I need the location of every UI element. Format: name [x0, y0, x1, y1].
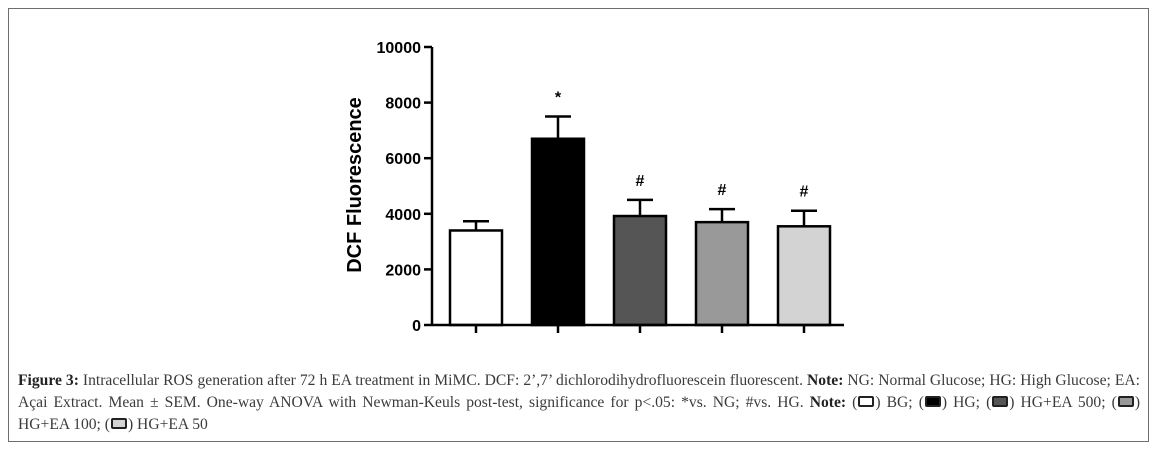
significance-marker: #	[800, 184, 809, 201]
key-item-bg: () BG;	[852, 394, 919, 411]
key-swatch-hgea500	[992, 396, 1009, 407]
key-item-hgea500: () HG+EA 500;	[986, 394, 1112, 411]
y-axis: 0 2000 4000 6000 8000 10000	[377, 40, 434, 335]
legend-key: () BG; () HG; () HG+EA 500; () HG+EA 100…	[18, 394, 1140, 433]
significance-marker: #	[718, 182, 727, 199]
note-label-2: Note:	[809, 394, 847, 411]
y-tick-label: 4000	[385, 207, 421, 224]
bar-4	[776, 225, 832, 327]
figure-frame	[8, 8, 1149, 442]
key-item-hgea100: () HG+EA 100;	[18, 394, 1141, 433]
y-tick-label: 8000	[385, 96, 421, 113]
key-swatch-hgea100	[1117, 396, 1134, 407]
x-axis	[432, 323, 844, 333]
note-label: Note:	[807, 372, 844, 389]
bars-group: * # # #	[448, 90, 832, 327]
y-axis-label: DCF Fluorescence	[344, 97, 366, 273]
key-swatch-bg	[858, 396, 875, 407]
key-swatch-hg	[924, 396, 941, 407]
y-tick-label: 6000	[385, 151, 421, 168]
figure-caption: Figure 3: Intracellular ROS generation a…	[18, 370, 1140, 436]
caption-text-1: Intracellular ROS generation after 72 h …	[78, 372, 808, 389]
bar-2	[612, 214, 668, 327]
key-item-hgea50: () HG+EA 50	[104, 416, 208, 433]
y-tick-label: 2000	[385, 262, 421, 279]
significance-marker: *	[555, 90, 562, 107]
significance-marker: #	[636, 173, 645, 190]
caption-text-2: NG: Normal Glucose; HG: High Glucose; EA…	[18, 372, 1141, 411]
bar-chart: 0 2000 4000 6000 8000 10000 * # # # DCF Fluoresc…	[344, 40, 844, 335]
bar-0	[448, 229, 504, 327]
key-swatch-hgea50	[110, 418, 127, 429]
y-tick-label: 10000	[377, 40, 422, 57]
bar-1	[530, 137, 586, 327]
figure-label: Figure 3:	[18, 372, 79, 389]
bar-3	[694, 220, 750, 327]
key-item-hg: () HG;	[918, 394, 987, 411]
y-tick-label: 0	[412, 318, 421, 335]
